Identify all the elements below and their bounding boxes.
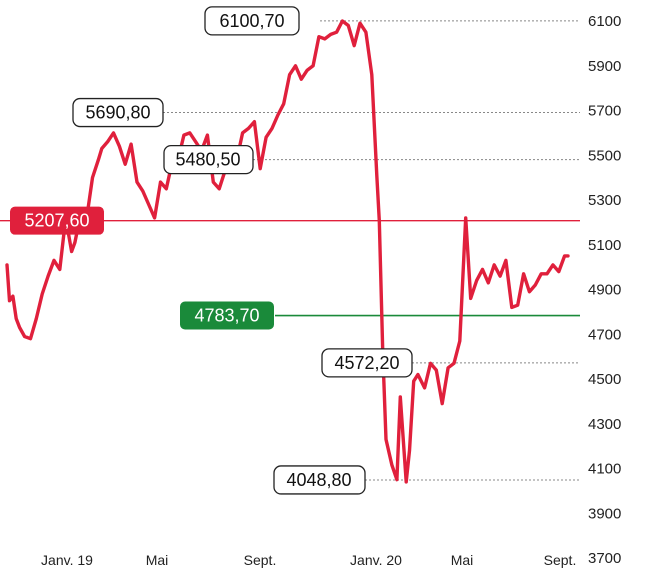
callout-label: 5480,50: [175, 150, 240, 170]
callout-5690: 5690,80: [72, 97, 164, 128]
y-axis-ticks: 6100 5900 5700 5500 5300 5100 4900 4700 …: [588, 13, 621, 567]
x-tick-label: Mai: [146, 552, 169, 568]
y-tick-label: 4500: [588, 371, 621, 388]
callout-6100: 6100,70: [204, 6, 300, 36]
y-tick-label: 5300: [588, 192, 621, 209]
callout-4048: 4048,80: [273, 465, 366, 495]
callout-4572: 4572,20: [321, 348, 413, 378]
callout-label: 4572,20: [334, 353, 399, 373]
y-tick-label: 3700: [588, 550, 621, 567]
y-tick-label: 4100: [588, 461, 621, 478]
y-tick-label: 5700: [588, 103, 621, 120]
x-tick-label: Janv. 20: [350, 552, 402, 568]
callout-label: 5690,80: [85, 103, 150, 123]
y-tick-label: 4700: [588, 326, 621, 343]
callout-5480: 5480,50: [163, 144, 254, 175]
y-tick-label: 5500: [588, 147, 621, 164]
y-tick-label: 4900: [588, 282, 621, 299]
y-tick-label: 6100: [588, 13, 621, 30]
reference-flag-red: 5207,60: [10, 206, 104, 235]
callout-label: 4048,80: [286, 470, 351, 490]
y-tick-label: 5100: [588, 237, 621, 254]
x-tick-label: Mai: [451, 552, 474, 568]
callout-box: [204, 6, 300, 36]
y-tick-label: 4300: [588, 416, 621, 433]
reference-flag-red-box: [10, 206, 104, 235]
series-line: [5, 19, 570, 484]
x-tick-label: Sept.: [544, 552, 577, 568]
x-axis-ticks: Janv. 19 Mai Sept. Janv. 20 Mai Sept.: [41, 552, 576, 568]
reference-flag-green-label: 4783,70: [194, 306, 259, 326]
reference-flag-green: 4783,70: [180, 301, 274, 330]
callout-box: [273, 465, 366, 495]
x-tick-label: Sept.: [244, 552, 277, 568]
callout-box: [72, 97, 164, 128]
reference-flag-red-label: 5207,60: [24, 211, 89, 231]
reference-flag-green-box: [180, 301, 274, 330]
callout-box: [321, 348, 413, 378]
callout-label: 6100,70: [219, 11, 284, 31]
y-tick-label: 5900: [588, 58, 621, 75]
callout-box: [163, 144, 254, 175]
y-tick-label: 3900: [588, 505, 621, 522]
x-tick-label: Janv. 19: [41, 552, 93, 568]
